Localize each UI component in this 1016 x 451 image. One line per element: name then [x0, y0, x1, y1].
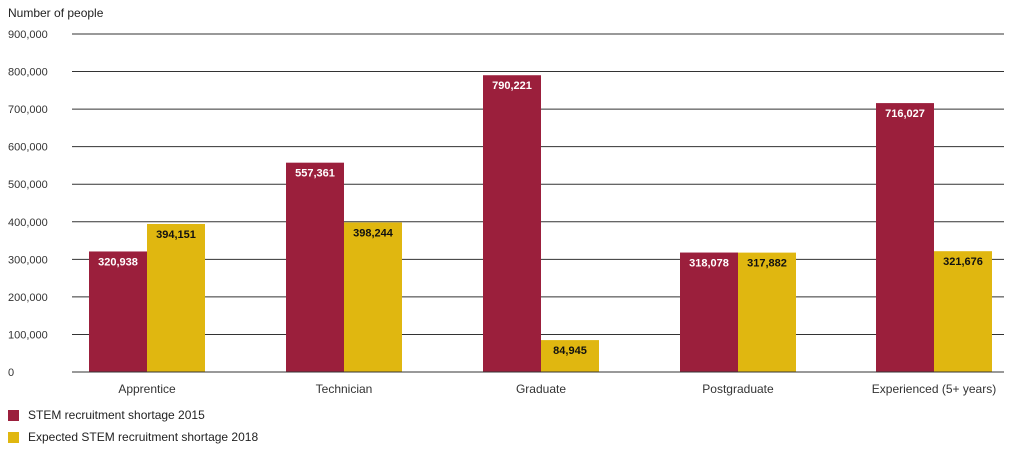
x-tick-label: Experienced (5+ years) [872, 382, 996, 396]
y-tick-label: 300,000 [8, 254, 48, 266]
chart-plot: 0 100,000 200,000 300,000 400,000 500,000 600,… [8, 29, 1004, 396]
data-label: 84,945 [553, 345, 587, 357]
data-label: 716,027 [885, 108, 925, 120]
data-label: 557,361 [295, 168, 335, 180]
bar [738, 252, 796, 372]
y-tick-label: 100,000 [8, 329, 48, 341]
y-tick-label: 200,000 [8, 292, 48, 304]
y-axis-title: Number of people [8, 6, 104, 20]
y-tick-label: 600,000 [8, 142, 48, 154]
x-tick-label: Postgraduate [702, 382, 774, 396]
bar [541, 340, 599, 372]
y-tick-label: 700,000 [8, 104, 48, 116]
legend-swatch-2015 [8, 409, 19, 421]
y-tick-label: 800,000 [8, 67, 48, 79]
data-label: 790,221 [492, 80, 532, 92]
bar [286, 162, 344, 372]
bar [876, 103, 934, 373]
x-tick-label: Graduate [516, 382, 566, 396]
legend-item-2015: STEM recruitment shortage 2015 [8, 404, 258, 426]
bar [147, 223, 205, 372]
legend-label-2018: Expected STEM recruitment shortage 2018 [28, 430, 259, 444]
bar [344, 222, 402, 372]
bar [934, 251, 992, 372]
bar [483, 75, 541, 372]
y-tick-label: 400,000 [8, 217, 48, 229]
data-label: 394,151 [156, 229, 196, 241]
bar [680, 252, 738, 372]
legend-label-2015: STEM recruitment shortage 2015 [28, 408, 205, 422]
data-label: 320,938 [98, 256, 138, 268]
y-tick-label: 500,000 [8, 179, 48, 191]
y-tick-label: 0 [8, 367, 14, 379]
data-label: 318,078 [689, 258, 729, 270]
legend: STEM recruitment shortage 2015 Expected … [8, 404, 258, 448]
x-tick-label: Technician [316, 382, 373, 396]
data-label: 317,882 [747, 258, 787, 270]
legend-item-2018: Expected STEM recruitment shortage 2018 [8, 426, 258, 448]
bar [89, 251, 147, 372]
data-label: 398,244 [353, 227, 394, 239]
y-tick-label: 900,000 [8, 29, 48, 41]
x-tick-label: Apprentice [118, 382, 176, 396]
legend-swatch-2018 [8, 431, 19, 443]
data-label: 321,676 [943, 256, 983, 268]
